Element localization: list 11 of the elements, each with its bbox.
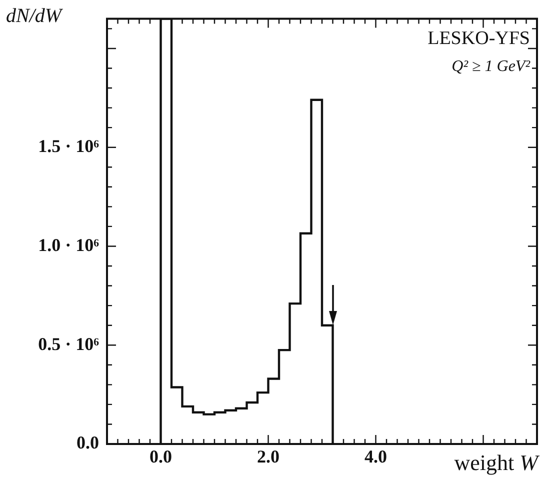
annotation: LESKO-YFS — [428, 28, 530, 50]
y-tick-label: 0.0 — [76, 432, 99, 453]
y-tick-label: 1.0 · 10⁶ — [38, 234, 100, 255]
x-tick-label: 0.0 — [150, 446, 172, 466]
x-tick-label: 2.0 — [257, 446, 280, 466]
annotation: Q² ≥ 1 GeV² — [452, 58, 530, 76]
y-axis-title: dN/dW — [6, 5, 62, 27]
x-tick-label: 4.0 — [364, 446, 387, 466]
y-tick-label: 0.5 · 10⁶ — [38, 334, 100, 354]
y-tick-label: 1.5 · 10⁶ — [38, 136, 100, 156]
x-axis-title: weight W — [454, 450, 538, 476]
